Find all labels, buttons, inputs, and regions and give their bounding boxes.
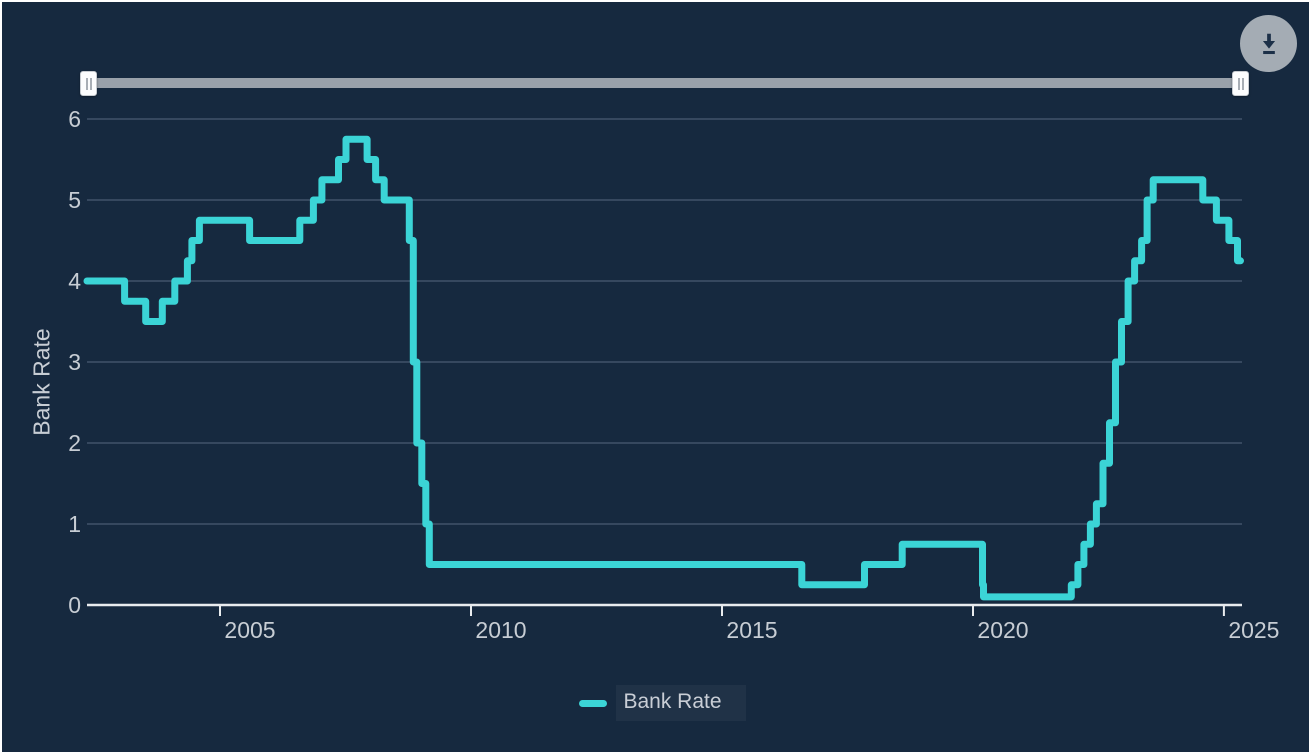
download-icon [1262,33,1275,54]
x-axis-label-2015: 2015 [726,617,777,643]
legend-item-bank-rate[interactable]: Bank Rate [579,685,746,721]
x-axis-label-2010: 2010 [475,617,526,643]
x-axis [87,603,1242,616]
y-axis-label-6: 6 [68,106,81,132]
range-slider-track[interactable] [87,78,1243,88]
y-axis-labels: 0 1 2 3 4 5 6 [68,106,81,618]
y-axis-label-3: 3 [68,349,81,375]
bank-rate-series-line[interactable] [83,135,1244,601]
x-axis-label-2005: 2005 [224,617,275,643]
y-axis-label-5: 5 [68,187,81,213]
legend-swatch-icon [579,699,608,707]
download-button[interactable] [1240,15,1297,72]
y-axis-label-0: 0 [68,592,81,618]
x-axis-label-2025: 2025 [1228,617,1279,643]
y-axis-label-2: 2 [68,430,81,456]
grip-lines-icon [1237,77,1244,90]
y-axis-label-4: 4 [68,268,81,294]
grip-lines-icon [85,77,92,90]
legend: Bank Rate [2,685,1309,721]
x-axis-label-2020: 2020 [977,617,1028,643]
y-axis-label-1: 1 [68,511,81,537]
range-slider-handle-right[interactable] [1232,71,1249,96]
gridlines [87,118,1242,525]
legend-label: Bank Rate [616,685,746,721]
x-axis-labels: 2005 2010 2015 2020 2025 [224,617,1279,643]
range-slider-handle-left[interactable] [80,71,97,96]
